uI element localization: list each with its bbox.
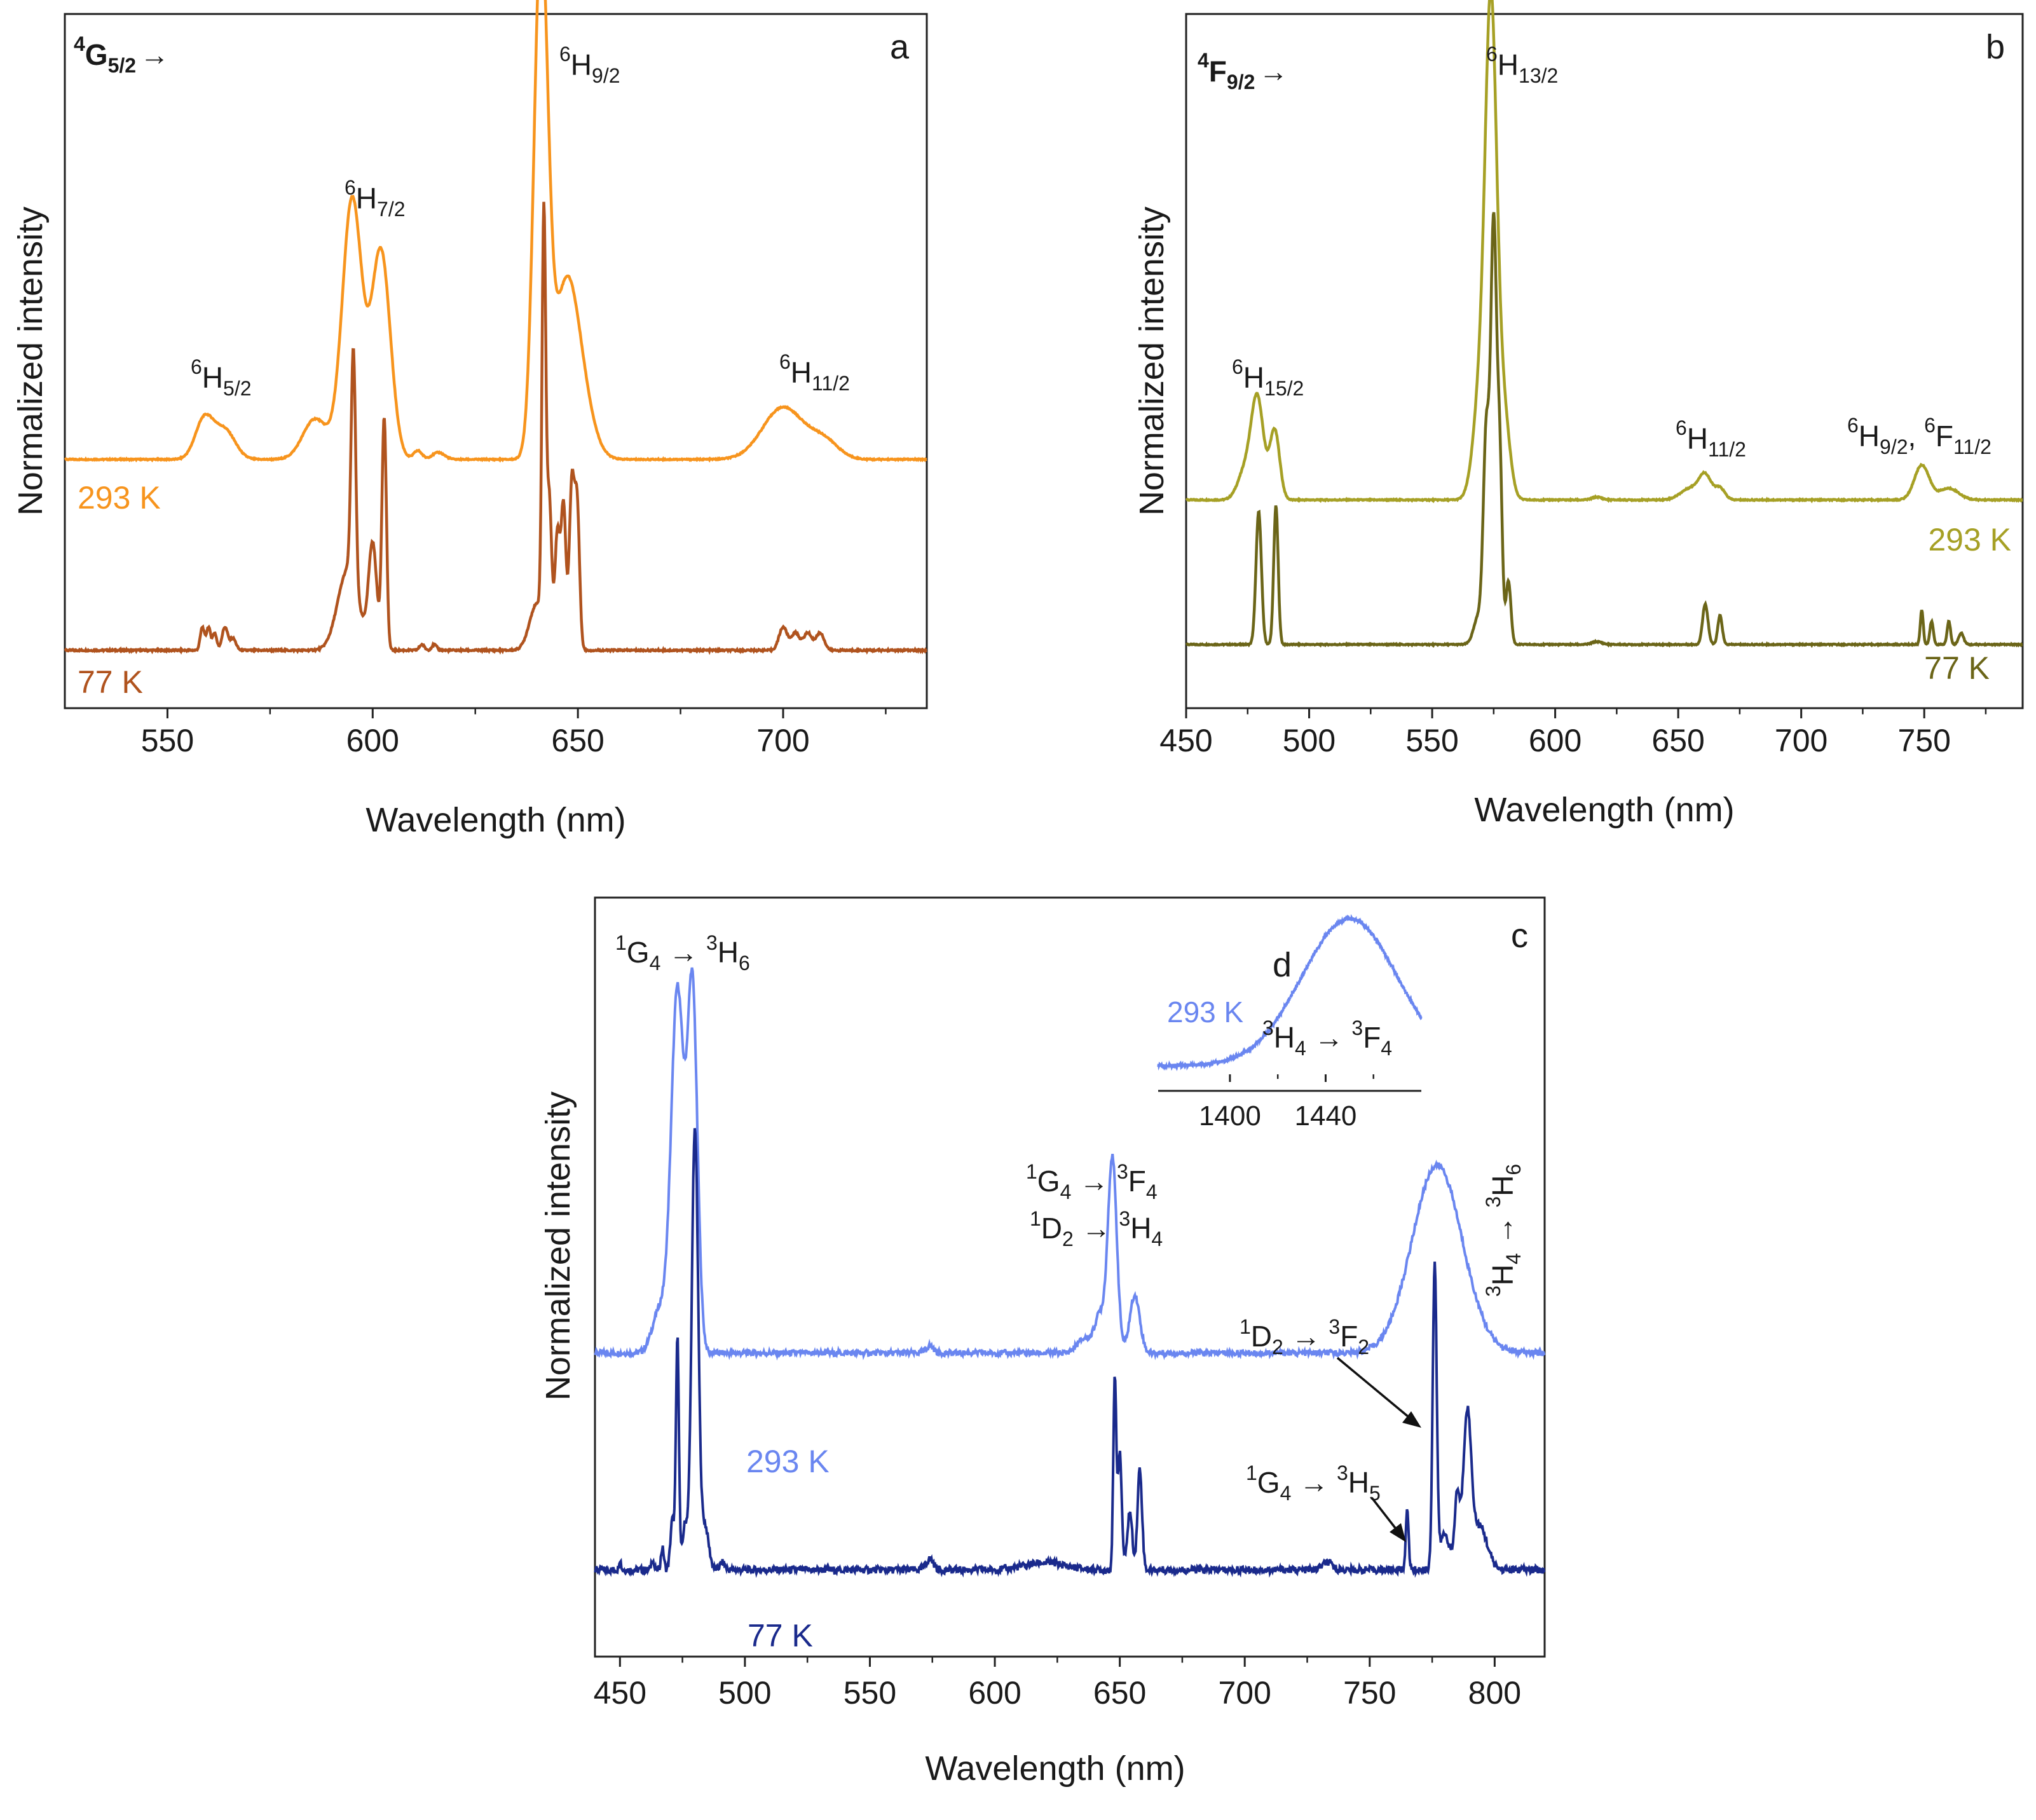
b-xtick-label: 450 [1159, 723, 1212, 758]
panel-c-frame [594, 896, 1546, 1658]
panel-b-title: 4F9/2 → [1198, 49, 1288, 93]
c-xtick-label: 550 [844, 1675, 896, 1711]
panel-b-legend-293K: 293 K [1928, 522, 2011, 558]
panel-c-ylabel: Normalized intensity [539, 1091, 577, 1400]
panel-b-xlabel: Wavelength (nm) [1474, 791, 1734, 829]
panel-a-title: 4G5/2 → [74, 32, 169, 77]
annotation-arrow-1G4-3H5 [1370, 1496, 1400, 1533]
c-xtick-label: 800 [1468, 1675, 1521, 1711]
panel-d-legend-293K: 293 K [1167, 996, 1244, 1029]
panel-b-annotation: 6H9/2, 6F11/2 [1847, 414, 1992, 458]
annotation-arrow-1D2-3F2 [1336, 1357, 1414, 1421]
panel-a-series-293K [64, 0, 927, 463]
panel-b-annotation: 6H11/2 [1676, 416, 1746, 461]
panel-c-legend-293K: 293 K [746, 1444, 830, 1479]
panel-c-label: c [1511, 917, 1528, 955]
a-xtick-label: 650 [551, 723, 604, 758]
d-xtick-label: 1400 [1199, 1100, 1261, 1132]
b-xtick-label: 600 [1529, 723, 1582, 758]
annotation-arrowhead [1390, 1523, 1406, 1542]
b-xtick-label: 650 [1651, 723, 1704, 758]
panel-a-annotation: 6H11/2 [779, 350, 850, 395]
panel-d-annotation-3H4-3F4: 3H4 → 3F4 [1262, 1016, 1392, 1060]
panel-c-annotation-1D2-3H4: 1D2 → 3H4 [1030, 1207, 1163, 1250]
panel-b-annotation: 6H15/2 [1232, 355, 1304, 400]
panel-b-series-293K [1185, 0, 2023, 503]
b-xtick-label: 700 [1775, 723, 1828, 758]
d-xtick-label: 1440 [1295, 1100, 1357, 1132]
panel-a-label: a [890, 28, 910, 66]
panel-c: 450 500 550 600 650 700 750 800 Wavelength (nm)… [539, 896, 1546, 1788]
panel-b: 450 500 550 600 650 700 750 Wavelength (nm) No… [1133, 0, 2024, 829]
panel-b-annotation: 6H13/2 [1486, 43, 1558, 87]
panel-a-legend-293K: 293 K [78, 480, 161, 516]
panel-b-label: b [1986, 28, 2005, 66]
panel-a-annotation: 6H7/2 [345, 176, 406, 221]
panel-b-legend-77K: 77 K [1924, 650, 1990, 686]
panel-a-xlabel: Wavelength (nm) [366, 801, 625, 839]
panel-d-label: d [1273, 946, 1292, 984]
panel-a-frame [64, 13, 928, 709]
panel-c-annotation-1G4-3F4: 1G4 → 3F4 [1026, 1160, 1158, 1203]
annotation-arrowhead [1402, 1411, 1421, 1428]
c-xtick-label: 600 [968, 1675, 1021, 1711]
panel-c-series-293K [594, 967, 1546, 1361]
panel-c-series-77K [594, 1128, 1546, 1578]
panel-d-series-293K [1157, 913, 1423, 1072]
panel-a-annotation: 6H5/2 [191, 355, 252, 400]
c-xtick-label: 450 [594, 1675, 646, 1711]
panel-c-legend-77K: 77 K [748, 1618, 813, 1653]
panel-c-xlabel: Wavelength (nm) [925, 1749, 1185, 1788]
b-xtick-label: 750 [1897, 723, 1950, 758]
c-xtick-label: 700 [1218, 1675, 1271, 1711]
panel-c-annotation-3H4-3H6: 3H4 → 3H6 [1482, 1164, 1525, 1297]
panel-a-legend-77K: 77 K [78, 664, 143, 700]
panel-c-annotation-1G4-3H5: 1G4 → 3H5 [1246, 1461, 1381, 1505]
panel-a-annotation: 6H9/2 [559, 43, 620, 87]
panel-d-inset: 1400 1440 d 293 K 3H4 → 3F4 [1157, 913, 1423, 1132]
panel-c-annotation-1G4-3H6: 1G4 → 3H6 [615, 931, 750, 975]
c-xtick-label: 750 [1343, 1675, 1396, 1711]
b-xtick-label: 500 [1283, 723, 1336, 758]
c-xtick-label: 500 [718, 1675, 771, 1711]
panel-b-series-77K [1185, 212, 2023, 648]
panel-a: 550 600 650 700 Wavelength (nm) Normalized … [11, 0, 928, 839]
c-xtick-label: 650 [1093, 1675, 1146, 1711]
b-xtick-label: 550 [1405, 723, 1458, 758]
a-xtick-label: 700 [756, 723, 809, 758]
panel-b-ylabel: Normalized intensity [1133, 207, 1171, 516]
panel-a-ylabel: Normalized intensity [11, 207, 50, 516]
panel-b-frame [1185, 13, 2024, 709]
panel-a-series-77K [64, 202, 927, 655]
a-xtick-label: 550 [141, 723, 194, 758]
a-xtick-label: 600 [346, 723, 399, 758]
panel-c-annotation-1D2-3F2: 1D2 → 3F2 [1240, 1315, 1369, 1358]
